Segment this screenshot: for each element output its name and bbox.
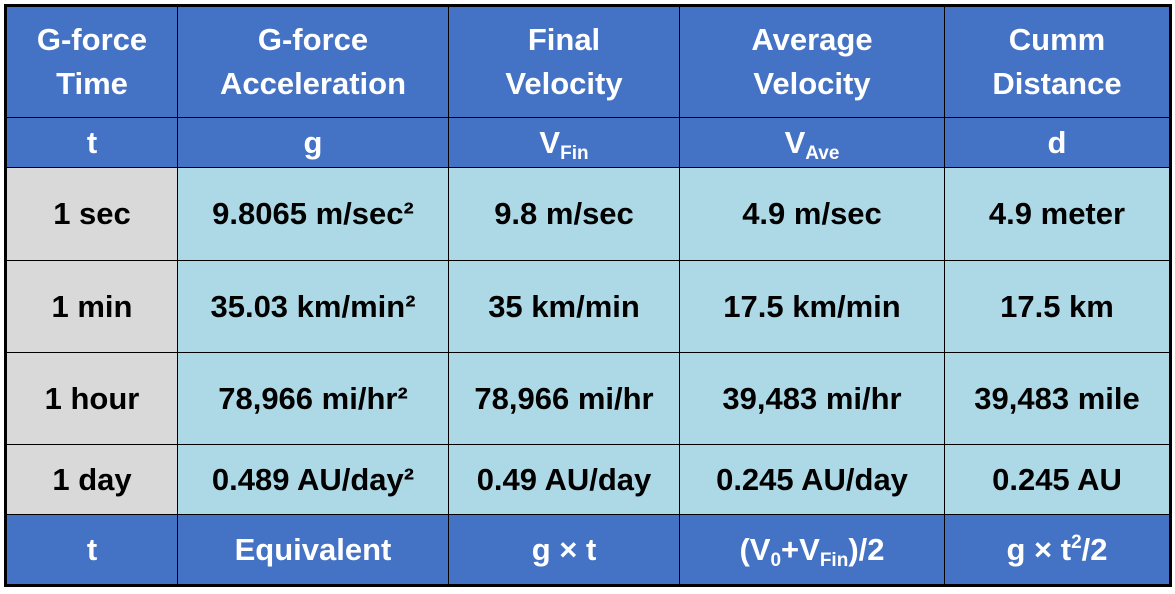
cell-average-velocity: 0.245 AU/day	[679, 444, 945, 515]
cell-distance: 39,483 mile	[944, 352, 1171, 445]
footer-distance-formula: g × t2/2	[944, 514, 1171, 586]
footer-average-velocity-formula: (V0+VFin)/2	[679, 514, 945, 586]
symbol-acceleration: g	[177, 117, 449, 168]
cell-final-velocity: 35 km/min	[448, 260, 680, 353]
symbol-final-velocity: VFin	[448, 117, 680, 168]
table-row: 1 day 0.489 AU/day² 0.49 AU/day 0.245 AU…	[5, 444, 1171, 515]
header-row: G-force Time G-force Acceleration Final Vel…	[5, 5, 1171, 118]
table-row: 1 hour 78,966 mi/hr² 78,966 mi/hr 39,483…	[5, 352, 1171, 445]
footer-acceleration: Equivalent	[177, 514, 449, 586]
cell-average-velocity: 4.9 m/sec	[679, 167, 945, 261]
symbol-row: t g VFin VAve d	[5, 117, 1171, 168]
table-row: 1 min 35.03 km/min² 35 km/min 17.5 km/mi…	[5, 260, 1171, 353]
footer-final-velocity: g × t	[448, 514, 680, 586]
row-time-label: 1 min	[5, 260, 178, 353]
cell-acceleration: 0.489 AU/day²	[177, 444, 449, 515]
cell-acceleration: 9.8065 m/sec²	[177, 167, 449, 261]
cell-acceleration: 35.03 km/min²	[177, 260, 449, 353]
row-time-label: 1 sec	[5, 167, 178, 261]
cell-average-velocity: 17.5 km/min	[679, 260, 945, 353]
cell-distance: 17.5 km	[944, 260, 1171, 353]
header-time: G-force Time	[5, 5, 178, 118]
footer-time: t	[5, 514, 178, 586]
cell-acceleration: 78,966 mi/hr²	[177, 352, 449, 445]
cell-distance: 0.245 AU	[944, 444, 1171, 515]
gforce-table: G-force Time G-force Acceleration Final Vel…	[4, 4, 1172, 587]
footer-row: t Equivalent g × t (V0+VFin)/2 g × t2/2	[5, 514, 1171, 586]
header-cumm-distance: Cumm Distance	[944, 5, 1171, 118]
symbol-time: t	[5, 117, 178, 168]
cell-distance: 4.9 meter	[944, 167, 1171, 261]
table-row: 1 sec 9.8065 m/sec² 9.8 m/sec 4.9 m/sec …	[5, 167, 1171, 261]
cell-final-velocity: 0.49 AU/day	[448, 444, 680, 515]
row-time-label: 1 day	[5, 444, 178, 515]
row-time-label: 1 hour	[5, 352, 178, 445]
header-acceleration: G-force Acceleration	[177, 5, 449, 118]
header-average-velocity: Average Velocity	[679, 5, 945, 118]
cell-average-velocity: 39,483 mi/hr	[679, 352, 945, 445]
header-final-velocity: Final Velocity	[448, 5, 680, 118]
symbol-distance: d	[944, 117, 1171, 168]
cell-final-velocity: 9.8 m/sec	[448, 167, 680, 261]
cell-final-velocity: 78,966 mi/hr	[448, 352, 680, 445]
symbol-average-velocity: VAve	[679, 117, 945, 168]
